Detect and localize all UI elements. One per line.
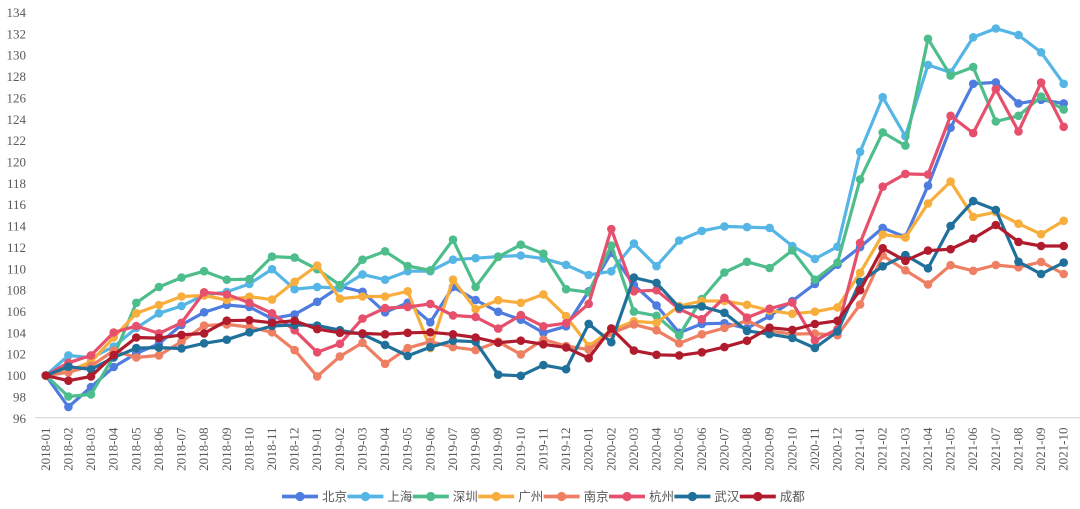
svg-text:2019-05: 2019-05 [400, 428, 415, 471]
svg-text:2020-06: 2020-06 [694, 427, 709, 471]
svg-text:2020-12: 2020-12 [830, 428, 845, 471]
svg-text:2018-04: 2018-04 [106, 427, 121, 471]
svg-text:2019-11: 2019-11 [535, 428, 550, 471]
svg-text:2021-09: 2021-09 [1033, 428, 1048, 471]
svg-text:2021-03: 2021-03 [897, 428, 912, 471]
svg-text:2019-07: 2019-07 [445, 427, 460, 471]
svg-text:122: 122 [7, 133, 27, 148]
svg-text:118: 118 [7, 176, 26, 191]
svg-text:2021-06: 2021-06 [965, 427, 980, 471]
svg-text:96: 96 [13, 411, 27, 426]
svg-text:上海: 上海 [387, 489, 413, 504]
svg-text:120: 120 [7, 155, 27, 170]
svg-text:2019-03: 2019-03 [355, 428, 370, 471]
svg-text:南京: 南京 [584, 489, 609, 504]
svg-text:2018-11: 2018-11 [264, 428, 279, 471]
svg-text:2021-10: 2021-10 [1056, 428, 1071, 471]
svg-text:2018-05: 2018-05 [128, 428, 143, 471]
svg-text:2020-10: 2020-10 [784, 428, 799, 471]
svg-text:104: 104 [7, 325, 27, 340]
svg-text:132: 132 [7, 26, 27, 41]
svg-text:2018-08: 2018-08 [196, 428, 211, 471]
svg-text:2018-09: 2018-09 [219, 428, 234, 471]
svg-text:2019-01: 2019-01 [309, 428, 324, 471]
svg-text:2020-07: 2020-07 [716, 427, 731, 471]
svg-text:深圳: 深圳 [453, 490, 478, 504]
svg-text:2019-06: 2019-06 [422, 427, 437, 471]
svg-text:112: 112 [7, 240, 26, 255]
svg-text:2021-08: 2021-08 [1011, 428, 1026, 471]
svg-text:100: 100 [7, 368, 27, 383]
svg-text:2018-01: 2018-01 [38, 428, 53, 471]
svg-text:2020-11: 2020-11 [807, 428, 822, 471]
svg-text:2020-09: 2020-09 [762, 428, 777, 471]
svg-text:2021-04: 2021-04 [920, 427, 935, 471]
svg-text:2019-02: 2019-02 [332, 428, 347, 471]
svg-text:北京: 北京 [322, 490, 347, 504]
svg-text:2018-06: 2018-06 [151, 427, 166, 471]
svg-text:成都: 成都 [780, 490, 806, 504]
svg-text:2019-12: 2019-12 [558, 428, 573, 471]
svg-text:2020-08: 2020-08 [739, 428, 754, 471]
svg-text:126: 126 [7, 90, 27, 105]
svg-text:2020-02: 2020-02 [603, 428, 618, 471]
svg-text:2021-01: 2021-01 [852, 428, 867, 471]
svg-text:杭州: 杭州 [649, 489, 674, 504]
svg-text:2020-01: 2020-01 [581, 428, 596, 471]
svg-text:2021-07: 2021-07 [988, 427, 1003, 471]
svg-text:2020-05: 2020-05 [671, 428, 686, 471]
svg-text:108: 108 [7, 283, 27, 298]
svg-text:2018-10: 2018-10 [241, 428, 256, 471]
svg-text:2019-04: 2019-04 [377, 427, 392, 471]
svg-text:2021-05: 2021-05 [943, 428, 958, 471]
svg-text:124: 124 [7, 112, 27, 127]
svg-text:2018-07: 2018-07 [174, 427, 189, 471]
svg-text:102: 102 [7, 347, 27, 362]
svg-text:广州: 广州 [518, 490, 543, 504]
svg-text:2018-02: 2018-02 [60, 428, 75, 471]
svg-text:114: 114 [7, 219, 27, 234]
svg-text:2020-04: 2020-04 [649, 427, 664, 471]
svg-text:2019-10: 2019-10 [513, 428, 528, 471]
svg-text:武汉: 武汉 [714, 490, 740, 504]
svg-text:134: 134 [7, 5, 27, 20]
svg-text:128: 128 [7, 69, 27, 84]
svg-text:2018-03: 2018-03 [83, 428, 98, 471]
svg-text:110: 110 [7, 261, 26, 276]
svg-text:98: 98 [13, 389, 26, 404]
svg-text:2020-03: 2020-03 [626, 428, 641, 471]
svg-text:130: 130 [7, 48, 27, 63]
svg-text:2019-09: 2019-09 [490, 428, 505, 471]
svg-text:106: 106 [7, 304, 27, 319]
svg-text:2019-08: 2019-08 [468, 428, 483, 471]
svg-text:116: 116 [7, 197, 27, 212]
svg-text:2021-02: 2021-02 [875, 428, 890, 471]
svg-text:2018-12: 2018-12 [287, 428, 302, 471]
